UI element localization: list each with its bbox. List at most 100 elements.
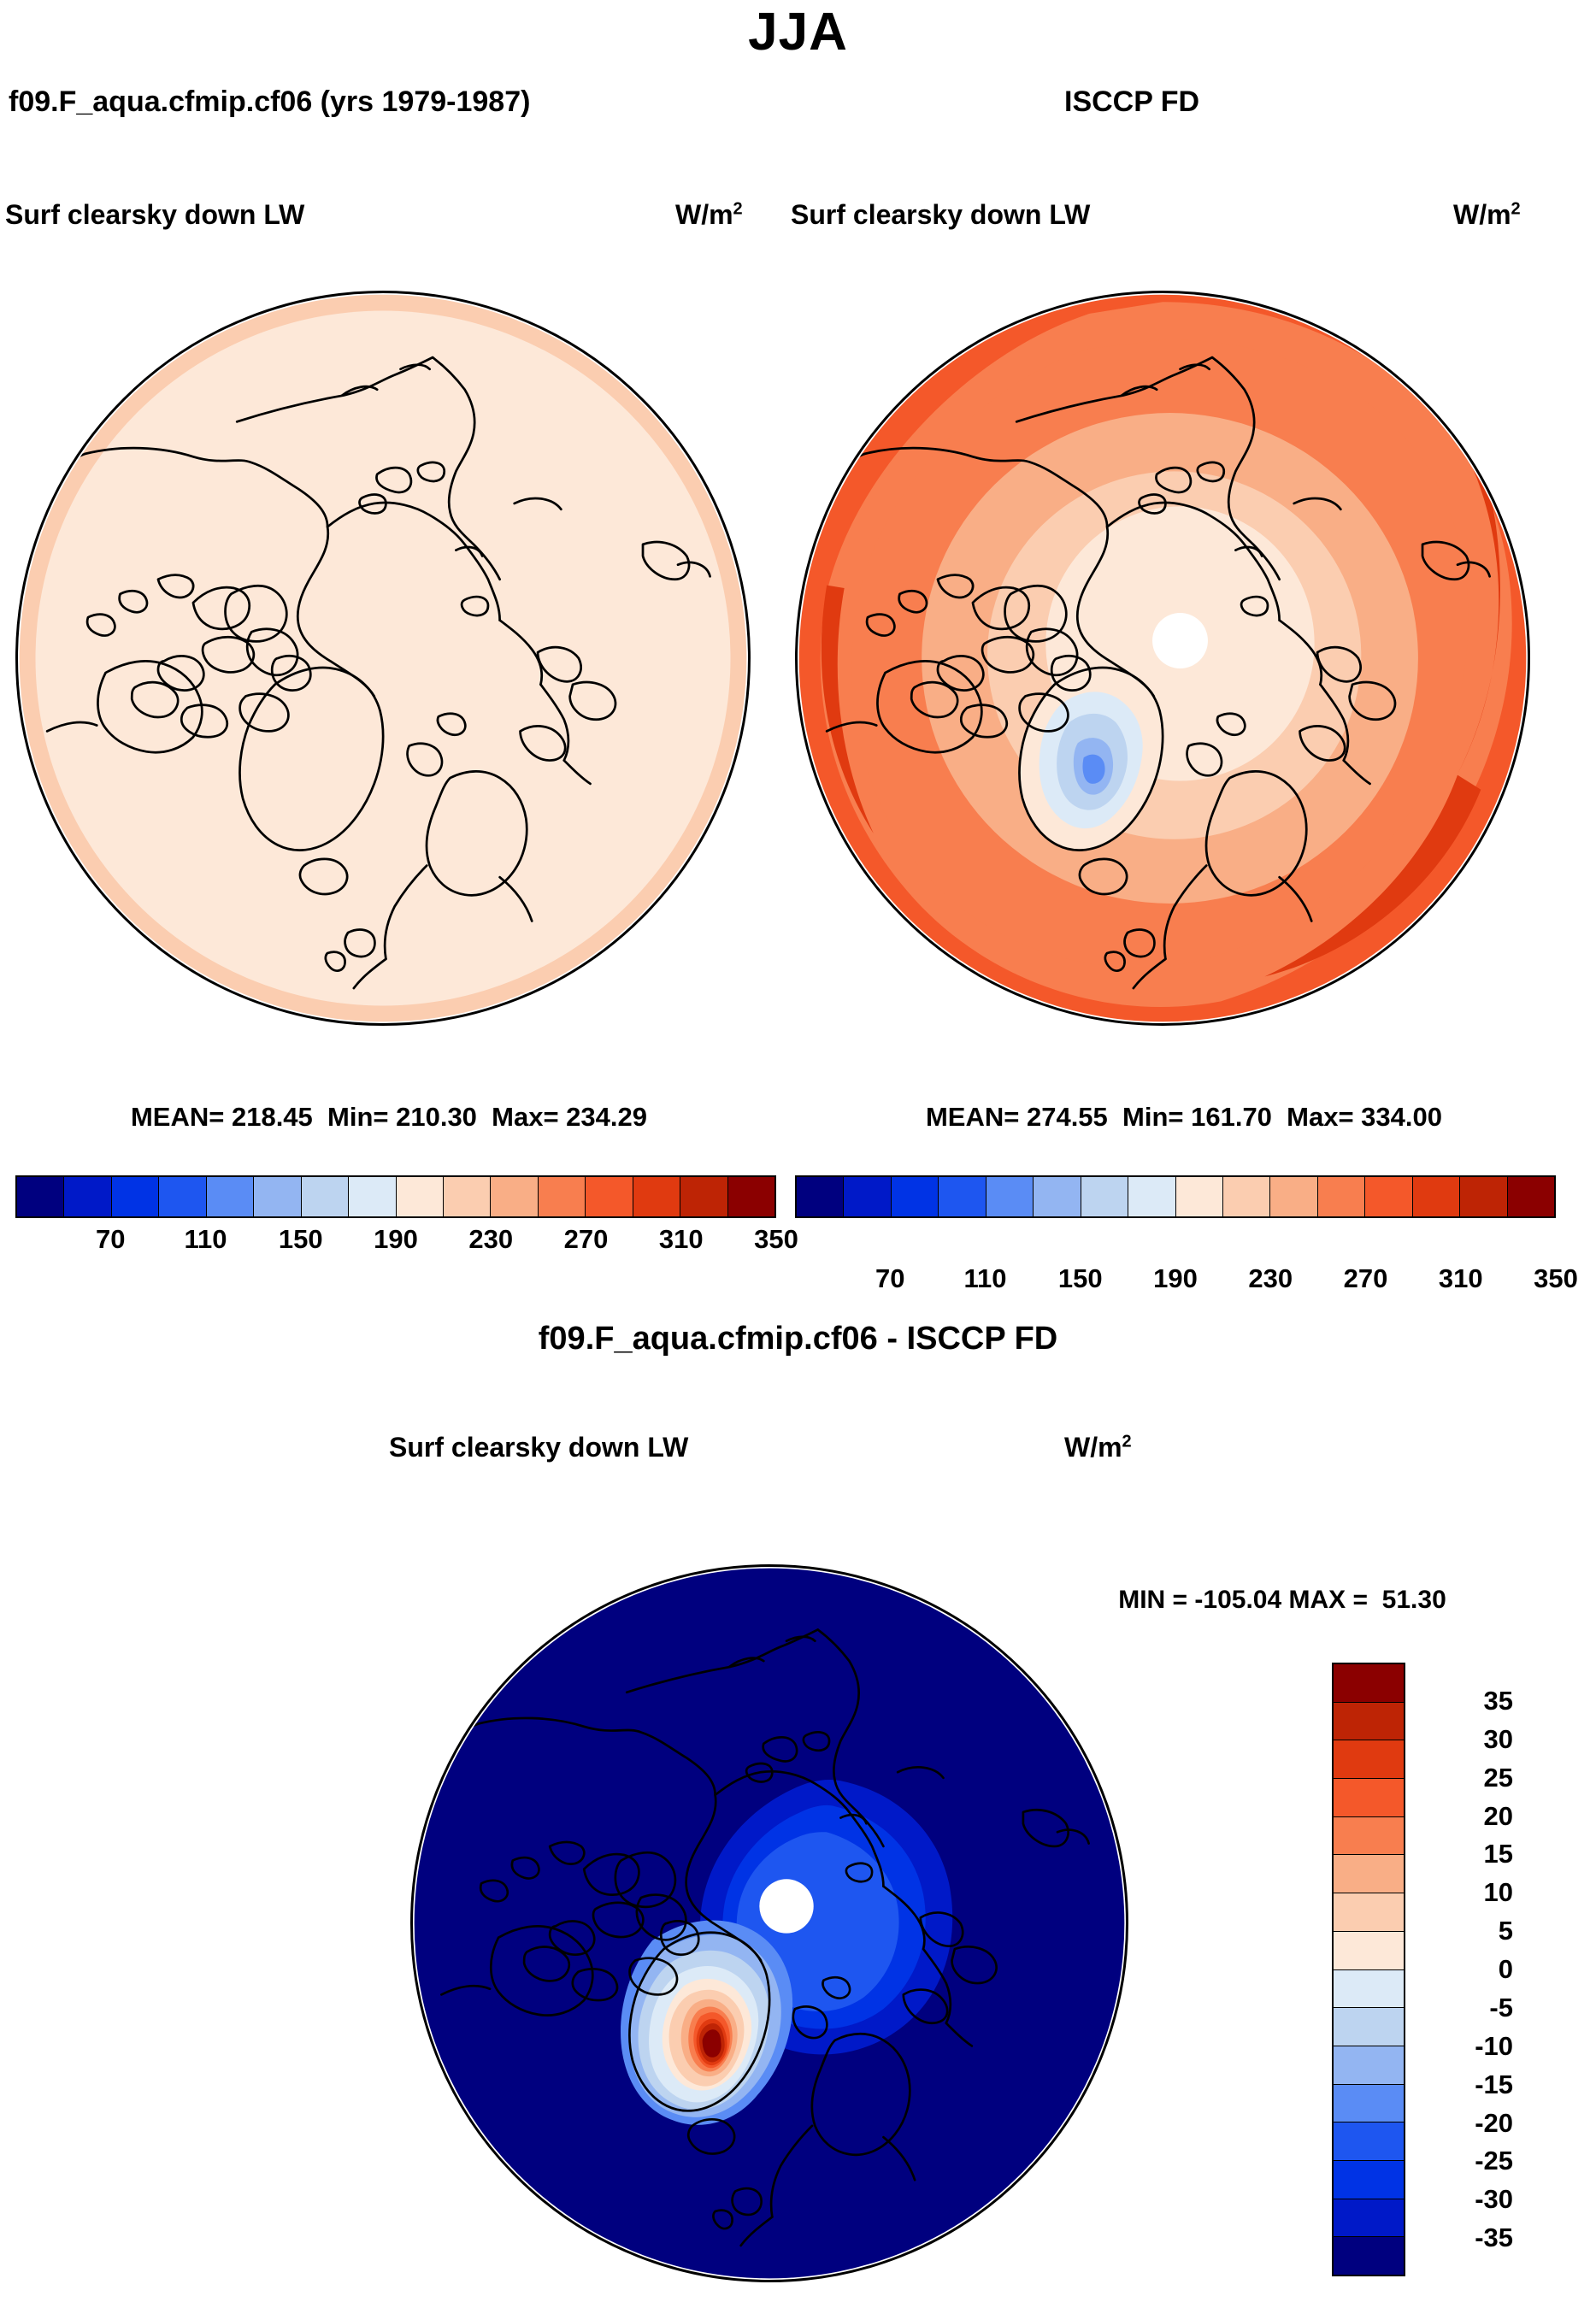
colorbar-cell-12 <box>586 1177 633 1216</box>
left-units-text: W/m <box>675 199 733 230</box>
colorbar-cell-0 <box>17 1177 65 1216</box>
right-panel-units-label: W/m2 <box>1453 199 1521 231</box>
colorbar-v-cell-4 <box>1334 1816 1404 1856</box>
colorbar-cell-13 <box>1412 1177 1461 1216</box>
colorbar-tick-70: 70 <box>96 1224 126 1254</box>
colorbar-cell-8 <box>1175 1177 1223 1216</box>
colorbar-tick-110: 110 <box>184 1224 227 1254</box>
colorbar-tick-310: 310 <box>1438 1263 1483 1293</box>
colorbar-cell-10 <box>491 1177 539 1216</box>
colorbar-v-tick-10: 10 <box>1483 1877 1513 1908</box>
colorbar-v-cell-1 <box>1334 1702 1404 1741</box>
colorbar-v-tick-neg10: -10 <box>1475 2030 1513 2061</box>
colorbar-v-cell-2 <box>1334 1740 1404 1780</box>
diff-units-exponent: 2 <box>1122 1432 1132 1451</box>
colorbar-cell-4 <box>206 1177 255 1216</box>
right-panel-stats: MEAN= 274.55 Min= 161.70 Max= 334.00 <box>925 1102 1442 1132</box>
colorbar-cell-6 <box>301 1177 350 1216</box>
colorbar-cell-9 <box>443 1177 492 1216</box>
colorbar-cell-1 <box>64 1177 112 1216</box>
map-obs-svg <box>798 294 1527 1022</box>
colorbar-v-tick-neg30: -30 <box>1475 2184 1513 2215</box>
pole-data-gap-diff <box>759 1879 814 1934</box>
colorbar-cell-7 <box>349 1177 397 1216</box>
colorbar-cell-13 <box>633 1177 681 1216</box>
colorbar-v-cell-7 <box>1334 1931 1404 1970</box>
colorbar-tick-230: 230 <box>468 1224 514 1254</box>
map-panel-obs <box>795 291 1530 1026</box>
left-panel-run-title: f09.F_aqua.cfmip.cf06 (yrs 1979-1987) <box>9 85 531 118</box>
colorbar-tick-270: 270 <box>1343 1263 1388 1293</box>
colorbar-v-cell-5 <box>1334 1855 1404 1894</box>
colorbar-v-cell-13 <box>1334 2160 1404 2199</box>
colorbar-cell-5 <box>1034 1177 1081 1216</box>
colorbar-tick-310: 310 <box>658 1224 704 1254</box>
colorbar-cell-10 <box>1270 1177 1318 1216</box>
colorbar-v-cell-3 <box>1334 1779 1404 1817</box>
colorbar-v-cell-14 <box>1334 2199 1404 2238</box>
colorbar-v-cell-10 <box>1334 2046 1404 2085</box>
page-title: JJA <box>748 3 848 62</box>
colorbar-right <box>795 1175 1556 1218</box>
colorbar-v-cell-12 <box>1334 2122 1404 2161</box>
colorbar-v-tick-20: 20 <box>1483 1800 1513 1831</box>
colorbar-cell-5 <box>254 1177 302 1216</box>
colorbar-v-cell-11 <box>1334 2084 1404 2123</box>
colorbar-v-tick-neg20: -20 <box>1475 2107 1513 2138</box>
colorbar-tick-110: 110 <box>963 1263 1007 1293</box>
colorbar-v-tick-neg35: -35 <box>1475 2223 1513 2253</box>
left-panel-stats: MEAN= 218.45 Min= 210.30 Max= 234.29 <box>130 1102 647 1132</box>
colorbar-v-tick-neg15: -15 <box>1475 2069 1513 2099</box>
colorbar-cell-2 <box>891 1177 939 1216</box>
map-panel-model <box>15 291 751 1026</box>
colorbar-tick-190: 190 <box>1153 1263 1198 1293</box>
diff-panel-units-label: W/m2 <box>1064 1432 1132 1463</box>
colorbar-tick-70: 70 <box>875 1263 905 1293</box>
colorbar-cell-6 <box>1081 1177 1129 1216</box>
map-panel-difference <box>410 1564 1128 2282</box>
colorbar-v-cell-0 <box>1334 1664 1404 1703</box>
colorbar-v-cell-15 <box>1334 2237 1404 2275</box>
colorbar-v-tick-25: 25 <box>1483 1762 1513 1793</box>
colorbar-tick-350: 350 <box>754 1224 798 1254</box>
map-model-svg <box>19 294 747 1022</box>
diff-panel-minmax: MIN = -105.04 MAX = 51.30 <box>1118 1586 1446 1614</box>
right-units-exponent: 2 <box>1511 199 1521 219</box>
colorbar-tick-190: 190 <box>374 1224 418 1254</box>
colorbar-v-cell-8 <box>1334 1969 1404 2009</box>
colorbar-v-tick-30: 30 <box>1483 1723 1513 1754</box>
colorbar-cell-4 <box>986 1177 1034 1216</box>
colorbar-cell-8 <box>396 1177 444 1216</box>
right-panel-run-title: ISCCP FD <box>1064 85 1200 118</box>
colorbar-cell-3 <box>939 1177 986 1216</box>
colorbar-cell-11 <box>538 1177 586 1216</box>
colorbar-v-tick-5: 5 <box>1498 1916 1513 1946</box>
colorbar-cell-3 <box>159 1177 207 1216</box>
colorbar-right-ticks: 70 110 150 190 230 270 310 350 <box>795 1263 1578 1303</box>
colorbar-difference <box>1332 1663 1405 2276</box>
colorbar-left <box>15 1175 776 1218</box>
left-panel-variable-label: Surf clearsky down LW <box>5 199 305 230</box>
right-panel-variable-label: Surf clearsky down LW <box>791 199 1091 230</box>
colorbar-tick-270: 270 <box>563 1224 609 1254</box>
colorbar-cell-15 <box>727 1177 774 1216</box>
colorbar-tick-350: 350 <box>1534 1263 1578 1293</box>
left-units-exponent: 2 <box>733 199 743 219</box>
colorbar-cell-12 <box>1365 1177 1413 1216</box>
pole-data-gap <box>1152 613 1208 668</box>
diff-panel-variable-label: Surf clearsky down LW <box>389 1432 689 1463</box>
colorbar-v-cell-6 <box>1334 1893 1404 1932</box>
right-units-text: W/m <box>1453 199 1511 230</box>
colorbar-cell-15 <box>1507 1177 1554 1216</box>
diff-units-text: W/m <box>1064 1432 1122 1463</box>
colorbar-cell-14 <box>1460 1177 1508 1216</box>
colorbar-cell-11 <box>1317 1177 1366 1216</box>
colorbar-difference-ticks: 35 30 25 20 15 10 5 0 -5 -10 -15 -20 -25 -30 -35 <box>1419 1663 1522 2276</box>
diff-panel-title: f09.F_aqua.cfmip.cf06 - ISCCP FD <box>538 1321 1058 1357</box>
colorbar-tick-150: 150 <box>278 1224 323 1254</box>
left-panel-units-label: W/m2 <box>675 199 743 231</box>
colorbar-cell-2 <box>111 1177 160 1216</box>
colorbar-cell-1 <box>844 1177 892 1216</box>
colorbar-v-tick-0: 0 <box>1498 1954 1513 1984</box>
colorbar-cell-9 <box>1222 1177 1271 1216</box>
